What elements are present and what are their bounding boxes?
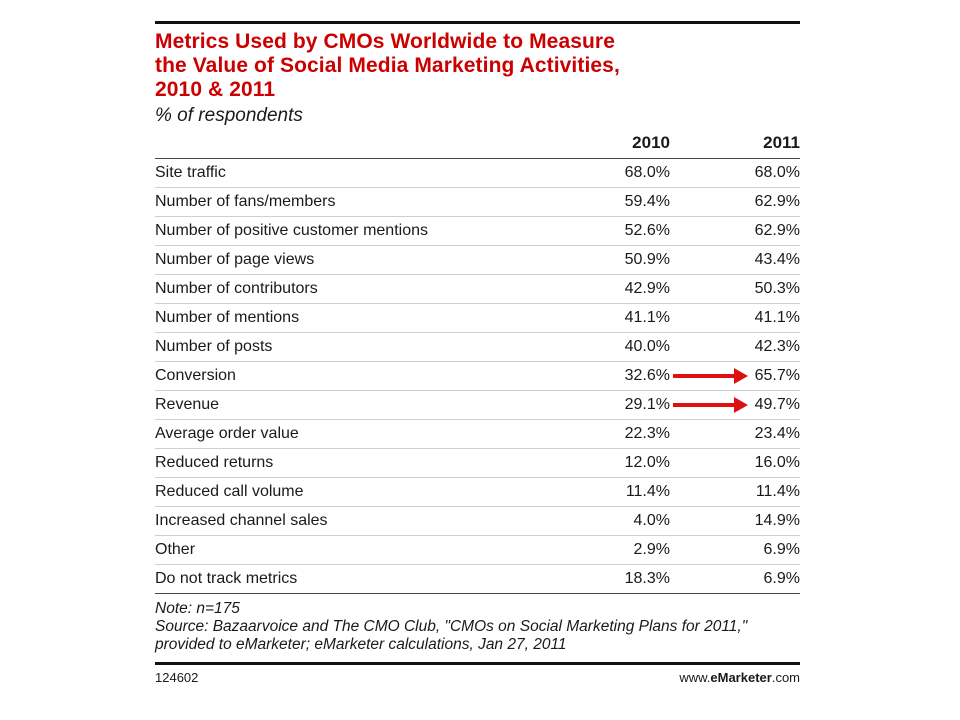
column-header-2010: 2010 [550, 128, 670, 159]
top-rule [155, 21, 800, 24]
value-2011: 62.9% [670, 187, 800, 217]
table-row: Number of fans/members 59.4% 62.9% [155, 187, 800, 217]
value-2010: 22.3% [550, 419, 670, 449]
row-label: Conversion [155, 361, 550, 391]
bottom-rule [155, 662, 800, 665]
row-label: Other [155, 535, 550, 565]
value-2010: 18.3% [550, 564, 670, 594]
table-row: Revenue 29.1% 49.7% [155, 390, 800, 420]
chart-title: Metrics Used by CMOs Worldwide to Measur… [155, 30, 620, 101]
value-2010: 4.0% [550, 506, 670, 536]
value-2011: 68.0% [670, 158, 800, 188]
column-header-2011: 2011 [670, 128, 800, 159]
table-row: Do not track metrics 18.3% 6.9% [155, 564, 800, 594]
row-label: Number of contributors [155, 274, 550, 304]
value-2011: 43.4% [670, 245, 800, 275]
value-2010: 41.1% [550, 303, 670, 333]
chart-id: 124602 [155, 670, 199, 685]
value-2010: 32.6% [550, 361, 670, 391]
value-2010: 2.9% [550, 535, 670, 565]
value-2011: 11.4% [670, 477, 800, 507]
footer: 124602 www.eMarketer.com [155, 670, 800, 685]
value-2011: 49.7% [670, 390, 800, 420]
value-2010: 68.0% [550, 158, 670, 188]
value-2011: 6.9% [670, 535, 800, 565]
table-row: Other 2.9% 6.9% [155, 535, 800, 565]
brand-name: eMarketer [710, 670, 772, 685]
table-row: Average order value 22.3% 23.4% [155, 419, 800, 449]
value-2011: 23.4% [670, 419, 800, 449]
table-row: Number of contributors 42.9% 50.3% [155, 274, 800, 304]
table-header-row: 2010 2011 [155, 128, 800, 159]
table-row: Reduced returns 12.0% 16.0% [155, 448, 800, 478]
row-label: Revenue [155, 390, 550, 420]
table-row: Conversion 32.6% 65.7% [155, 361, 800, 391]
value-2010: 52.6% [550, 216, 670, 246]
value-2011: 41.1% [670, 303, 800, 333]
row-label: Number of page views [155, 245, 550, 275]
value-2010: 59.4% [550, 187, 670, 217]
value-2010: 50.9% [550, 245, 670, 275]
row-label: Do not track metrics [155, 564, 550, 594]
source-text: Source: Bazaarvoice and The CMO Club, "C… [155, 618, 748, 653]
value-2010: 42.9% [550, 274, 670, 304]
row-label: Reduced call volume [155, 477, 550, 507]
table-row: Site traffic 68.0% 68.0% [155, 158, 800, 188]
brand-suffix: .com [771, 670, 800, 685]
table-row: Number of positive customer mentions 52.6… [155, 216, 800, 246]
value-2011: 65.7% [670, 361, 800, 391]
value-2011: 16.0% [670, 448, 800, 478]
chart-subtitle: % of respondents [155, 105, 303, 126]
value-2010: 11.4% [550, 477, 670, 507]
notes-block: Note: n=175 Source: Bazaarvoice and The … [155, 600, 800, 654]
brand-prefix: www. [679, 670, 711, 685]
row-label: Average order value [155, 419, 550, 449]
table-row: Reduced call volume 11.4% 11.4% [155, 477, 800, 507]
table-row: Number of posts 40.0% 42.3% [155, 332, 800, 362]
label-column-header [155, 128, 550, 159]
value-2010: 29.1% [550, 390, 670, 420]
value-2010: 40.0% [550, 332, 670, 362]
table-row: Increased channel sales 4.0% 14.9% [155, 506, 800, 536]
data-table: 2010 2011 Site traffic 68.0% 68.0% Number o… [155, 128, 800, 594]
row-label: Number of mentions [155, 303, 550, 333]
value-2011: 50.3% [670, 274, 800, 304]
row-label: Increased channel sales [155, 506, 550, 536]
brand-link[interactable]: www.eMarketer.com [679, 670, 800, 685]
table-row: Number of mentions 41.1% 41.1% [155, 303, 800, 333]
table-body: Site traffic 68.0% 68.0% Number of fans/mem… [155, 158, 800, 594]
value-2010: 12.0% [550, 448, 670, 478]
row-label: Reduced returns [155, 448, 550, 478]
row-label: Number of positive customer mentions [155, 216, 550, 246]
row-label: Site traffic [155, 158, 550, 188]
chart-card: Metrics Used by CMOs Worldwide to Measur… [155, 21, 800, 685]
note-text: Note: n=175 [155, 600, 240, 617]
row-label: Number of posts [155, 332, 550, 362]
value-2011: 14.9% [670, 506, 800, 536]
value-2011: 62.9% [670, 216, 800, 246]
value-2011: 42.3% [670, 332, 800, 362]
value-2011: 6.9% [670, 564, 800, 594]
row-label: Number of fans/members [155, 187, 550, 217]
table-row: Number of page views 50.9% 43.4% [155, 245, 800, 275]
